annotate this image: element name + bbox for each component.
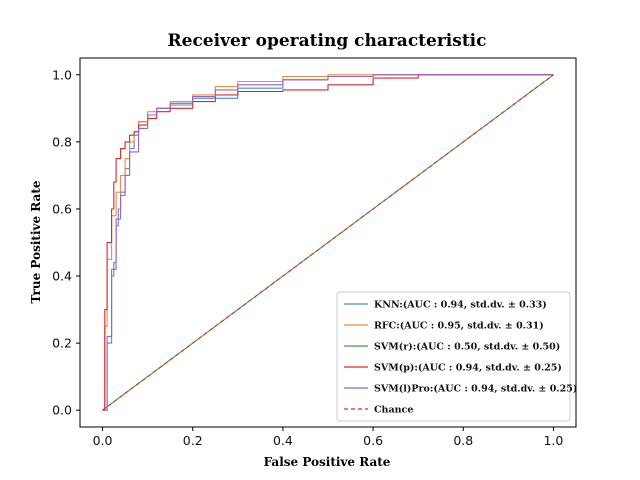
legend: KNN:(AUC : 0.94, std.dv. ± 0.33) RFC:(AUC… xyxy=(336,291,577,422)
series-line-0 xyxy=(102,74,554,411)
x-tick-label: 0.4 xyxy=(273,433,293,448)
plot-area: 0.0 0.2 0.4 0.6 0.8 1.0 0.0 0.2 0.4 0.6 0.8 1.0 xyxy=(52,57,577,448)
y-tick-label: 0.6 xyxy=(52,201,72,216)
x-tick-label: 0.0 xyxy=(93,433,113,448)
legend-label: SVM(l)Pro:(AUC : 0.94, std.dv. ± 0.25) xyxy=(374,384,577,395)
lines-layer xyxy=(102,74,554,411)
legend-label: SVM(r):(AUC : 0.50, std.dv. ± 0.50) xyxy=(374,342,560,353)
y-tick-label: 0.2 xyxy=(52,336,72,351)
x-tick-label: 0.8 xyxy=(453,433,473,448)
series-line-chance xyxy=(102,74,554,411)
x-axis-label: False Positive Rate xyxy=(264,455,391,469)
x-tick-label: 1.0 xyxy=(544,433,564,448)
legend-label: SVM(p):(AUC : 0.94, std.dv. ± 0.25) xyxy=(374,363,562,374)
legend-label: KNN:(AUC : 0.94, std.dv. ± 0.33) xyxy=(374,300,547,311)
series-line-3 xyxy=(102,74,554,411)
plot-frame xyxy=(79,57,577,428)
legend-label: Chance xyxy=(374,405,413,416)
y-tick-label: 0.0 xyxy=(52,403,72,418)
y-tick-label: 0.8 xyxy=(52,134,72,149)
x-tick-label: 0.6 xyxy=(363,433,383,448)
legend-box xyxy=(336,291,571,422)
y-tick-label: 0.4 xyxy=(52,269,72,284)
x-tick-label: 0.2 xyxy=(183,433,203,448)
y-axis-ticks: 0.0 0.2 0.4 0.6 0.8 1.0 xyxy=(52,67,80,418)
series-line-4 xyxy=(102,74,554,411)
y-axis-label: True Positive Rate xyxy=(29,180,43,303)
legend-label: RFC:(AUC : 0.95, std.dv. ± 0.31) xyxy=(374,321,544,332)
x-axis-ticks: 0.0 0.2 0.4 0.6 0.8 1.0 xyxy=(93,427,564,448)
y-tick-label: 1.0 xyxy=(52,67,72,82)
legend-items: KNN:(AUC : 0.94, std.dv. ± 0.33) RFC:(AUC… xyxy=(344,300,577,416)
chart-title: Receiver operating characteristic xyxy=(168,31,487,51)
